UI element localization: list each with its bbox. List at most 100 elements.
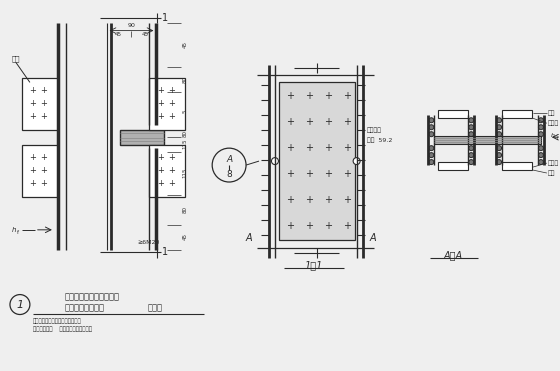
Text: +: + — [157, 165, 164, 175]
Text: 耳板: 耳板 — [548, 170, 556, 176]
Text: +: + — [30, 152, 36, 162]
Text: +: + — [40, 99, 47, 108]
Text: +: + — [324, 221, 332, 231]
Text: h: h — [551, 133, 555, 138]
Text: +: + — [343, 117, 351, 127]
Text: +: + — [305, 91, 313, 101]
Text: +: + — [305, 221, 313, 231]
Text: +: + — [168, 165, 175, 175]
Text: 摩擦尺寸: 摩擦尺寸 — [367, 127, 381, 133]
Text: +: + — [286, 117, 294, 127]
Text: A: A — [369, 233, 376, 243]
Text: +: + — [343, 195, 351, 205]
Text: 90: 90 — [128, 23, 136, 28]
Text: 参见  59.2: 参见 59.2 — [367, 137, 392, 143]
Text: 8: 8 — [226, 170, 232, 178]
Text: +: + — [305, 195, 313, 205]
Text: 1: 1 — [162, 247, 169, 257]
Circle shape — [469, 118, 474, 123]
Circle shape — [353, 158, 360, 165]
Text: ≥6M20: ≥6M20 — [137, 240, 160, 245]
Text: 80: 80 — [183, 76, 187, 83]
Text: 1: 1 — [16, 299, 24, 309]
Bar — [22, 78, 58, 130]
Text: +: + — [40, 86, 47, 95]
Text: （一）: （一） — [147, 303, 162, 312]
Bar — [502, 162, 532, 170]
Circle shape — [538, 146, 543, 151]
Text: +: + — [40, 178, 47, 187]
Circle shape — [497, 125, 502, 130]
Circle shape — [469, 132, 474, 137]
Bar — [435, 136, 541, 144]
Text: +: + — [30, 86, 36, 95]
Text: +: + — [157, 112, 164, 121]
Text: +: + — [324, 117, 332, 127]
Text: +: + — [157, 99, 164, 108]
Bar — [502, 110, 532, 118]
Text: h: h — [12, 227, 16, 233]
Text: +: + — [286, 91, 294, 101]
Circle shape — [469, 152, 474, 158]
Text: 45: 45 — [183, 41, 187, 48]
Text: 工字形截面柱的工地拼接: 工字形截面柱的工地拼接 — [65, 292, 120, 301]
Text: 115: 115 — [183, 168, 187, 178]
Text: +: + — [30, 165, 36, 175]
Text: 45: 45 — [142, 32, 148, 37]
Text: 耳板: 耳板 — [12, 55, 20, 62]
Circle shape — [538, 160, 543, 165]
Text: 翼缘采用全熔透的坡口对接焊缝连: 翼缘采用全熔透的坡口对接焊缝连 — [33, 319, 82, 324]
Text: +: + — [40, 165, 47, 175]
Circle shape — [469, 146, 474, 151]
Circle shape — [429, 132, 434, 137]
Circle shape — [538, 125, 543, 130]
Text: +: + — [30, 99, 36, 108]
Text: +: + — [343, 169, 351, 179]
Circle shape — [429, 160, 434, 165]
Circle shape — [469, 160, 474, 165]
Circle shape — [272, 158, 278, 165]
Text: 1－1: 1－1 — [305, 260, 323, 270]
Text: +: + — [286, 143, 294, 153]
Text: +: + — [157, 86, 164, 95]
Text: +: + — [286, 195, 294, 205]
Text: +: + — [305, 117, 313, 127]
Bar — [150, 145, 185, 197]
Circle shape — [497, 118, 502, 123]
Circle shape — [497, 132, 502, 137]
Text: +: + — [168, 112, 175, 121]
Text: +: + — [324, 195, 332, 205]
Text: +: + — [343, 143, 351, 153]
Circle shape — [497, 152, 502, 158]
Text: +: + — [157, 178, 164, 187]
Text: 连接板: 连接板 — [548, 160, 559, 166]
Circle shape — [429, 146, 434, 151]
Circle shape — [429, 125, 434, 130]
Text: +: + — [305, 143, 313, 153]
Text: +: + — [40, 112, 47, 121]
Text: 及耳板的设置构造: 及耳板的设置构造 — [65, 303, 105, 312]
Text: +: + — [157, 152, 164, 162]
Circle shape — [538, 152, 543, 158]
Text: A: A — [226, 155, 232, 164]
Text: A－A: A－A — [444, 250, 463, 260]
Text: 耳板: 耳板 — [548, 111, 556, 116]
Text: +: + — [168, 86, 175, 95]
Text: A: A — [246, 233, 253, 243]
Text: 45: 45 — [183, 233, 187, 240]
Text: +: + — [305, 169, 313, 179]
Text: 5: 5 — [183, 109, 187, 113]
Text: f: f — [557, 136, 559, 141]
Circle shape — [538, 118, 543, 123]
Text: 1: 1 — [162, 13, 169, 23]
Text: +: + — [324, 143, 332, 153]
Text: +: + — [343, 221, 351, 231]
Circle shape — [469, 125, 474, 130]
Text: +: + — [40, 152, 47, 162]
Text: +: + — [168, 99, 175, 108]
Text: +: + — [168, 152, 175, 162]
Text: 连接板: 连接板 — [548, 121, 559, 126]
Circle shape — [429, 152, 434, 158]
Circle shape — [538, 132, 543, 137]
Text: +: + — [286, 221, 294, 231]
